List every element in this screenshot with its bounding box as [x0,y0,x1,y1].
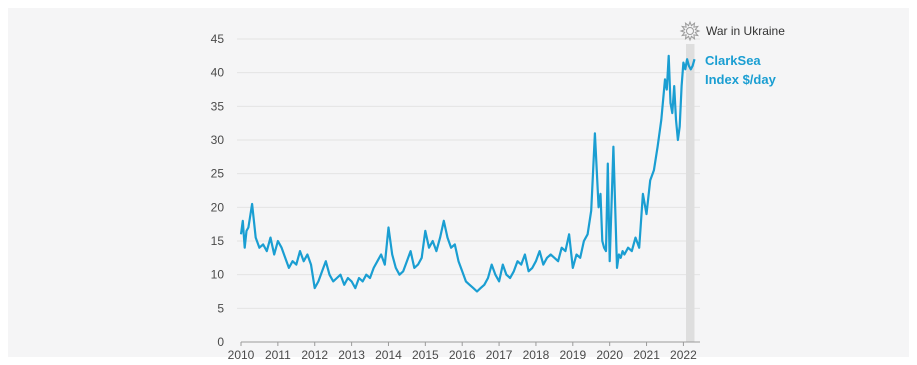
x-tick-label: 2012 [301,348,328,362]
x-tick-label: 2017 [486,348,513,362]
clarksea-index-line [239,54,696,293]
gridlines [237,38,700,309]
x-tick-label: 2020 [596,348,623,362]
war-in-ukraine-highlight [685,44,695,342]
y-tick-label: 30 [211,133,225,147]
x-tick-label: 2013 [338,348,365,362]
starburst-outline [679,20,701,42]
y-tick-label: 10 [211,268,225,282]
war-in-ukraine-annotation: War in Ukraine [679,20,785,42]
x-tick-label: 2015 [412,348,439,362]
y-tick-label: 45 [211,32,225,46]
x-tick-label: 2011 [265,348,291,362]
starburst-center [686,27,694,35]
y-tick-label: 35 [211,99,225,113]
x-tick-label: 2014 [375,348,402,362]
x-tick-label: 2021 [633,348,660,362]
chart-panel [8,8,909,357]
starburst-icon [679,20,701,42]
y-tick-label: 5 [217,301,224,315]
y-tick-label: 0 [217,335,224,349]
y-tick-label: 40 [211,66,225,80]
y-tick-label: 15 [211,234,225,248]
war-in-ukraine-label: War in Ukraine [706,24,785,38]
x-tick-label: 2010 [228,348,255,362]
series-label: ClarkSea Index $/day [705,53,777,87]
series-label-line-2: Index $/day [705,72,777,87]
x-tick-label: 2016 [449,348,476,362]
y-tick-label: 20 [211,200,225,214]
y-tick-label: 25 [211,167,225,181]
x-axis-ticks: 2010 2011 2012 2013 2014 2015 2016 2017 2018 2019… [228,342,697,362]
x-tick-label: 2019 [559,348,586,362]
x-tick-label: 2022 [670,348,697,362]
series-label-line-1: ClarkSea [705,53,761,68]
x-tick-label: 2018 [523,348,550,362]
y-axis-ticks: 0 5 10 15 20 25 30 35 40 45 [211,32,225,349]
